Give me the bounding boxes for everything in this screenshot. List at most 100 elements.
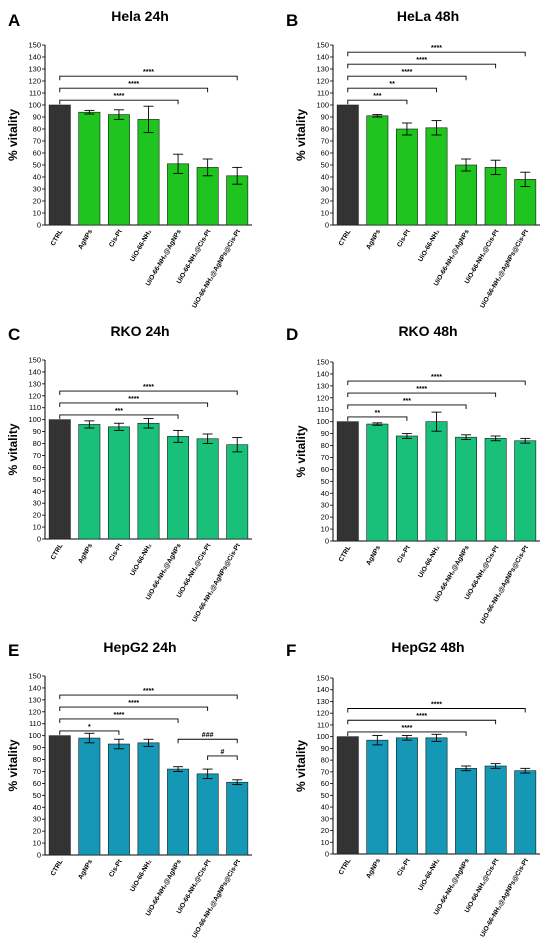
- panel-f: F HepG2 48h % vitality 0 10 20 30 40 50 60 70 80 90 1…: [286, 639, 540, 938]
- x-tick-label: Cis-Pt: [108, 542, 124, 563]
- panel-label: A: [8, 11, 20, 30]
- y-tick-label: 0: [37, 221, 41, 230]
- panel-label: C: [8, 325, 20, 344]
- bar: [366, 739, 389, 855]
- x-tick-label: CTRL: [50, 543, 65, 562]
- y-tick-label: 100: [316, 732, 329, 741]
- significance-label: ***: [115, 408, 123, 415]
- y-tick-label: 150: [316, 41, 329, 50]
- significance-label: ****: [113, 712, 124, 719]
- y-tick-label: 60: [321, 149, 329, 158]
- y-tick-label: 10: [33, 523, 41, 532]
- y-tick-label: 120: [28, 77, 41, 86]
- bar: [167, 768, 190, 856]
- significance-label: ****: [431, 374, 442, 381]
- y-tick-label: 70: [321, 453, 329, 462]
- x-tick-label: AgNPs: [365, 544, 382, 567]
- chart-title: HeLa 48h: [397, 8, 459, 24]
- x-tick-label: Cis-Pt: [108, 858, 124, 879]
- bar: [137, 119, 160, 226]
- significance-label: **: [375, 410, 381, 417]
- bar: [395, 435, 418, 542]
- y-tick-label: 0: [325, 850, 329, 859]
- y-tick-label: 50: [321, 477, 329, 486]
- y-tick-label: 150: [28, 356, 41, 365]
- bar: [366, 423, 389, 542]
- y-tick-label: 110: [317, 720, 329, 729]
- y-tick-label: 10: [33, 839, 41, 848]
- y-tick-label: 40: [321, 489, 329, 498]
- significance-bracket: [59, 718, 179, 723]
- significance-label: ****: [143, 384, 154, 391]
- bar: [78, 737, 101, 856]
- y-tick-label: 40: [33, 487, 41, 496]
- y-tick-label: 80: [321, 441, 329, 450]
- y-tick-label: 30: [33, 185, 41, 194]
- panel-label: E: [8, 641, 19, 660]
- y-tick-label: 0: [325, 537, 329, 546]
- significance-bracket: [347, 75, 467, 81]
- y-tick-label: 80: [33, 125, 41, 134]
- y-tick-label: 20: [321, 513, 329, 522]
- y-tick-label: 140: [316, 369, 329, 378]
- y-tick-label: 60: [33, 779, 41, 788]
- significance-label: ***: [373, 93, 381, 100]
- y-tick-label: 30: [33, 815, 41, 824]
- y-axis-label: % vitality: [294, 740, 308, 792]
- y-tick-label: 10: [321, 838, 329, 847]
- x-tick-label: CTRL: [338, 858, 353, 877]
- x-tick-label: UiO-66-NH₂: [129, 228, 153, 263]
- bar: [196, 438, 219, 540]
- x-tick-label: CTRL: [50, 859, 65, 878]
- y-tick-label: 110: [29, 89, 41, 98]
- y-tick-label: 20: [33, 197, 41, 206]
- bar: [425, 421, 448, 542]
- significance-label: ****: [128, 81, 139, 88]
- panel-a: A Hela 24h % vitality 0 10 20 30 40 50 60 70 80 90 10…: [6, 8, 252, 309]
- y-tick-label: 50: [33, 475, 41, 484]
- bar: [48, 419, 71, 540]
- bar: [455, 436, 478, 542]
- y-tick-label: 50: [321, 161, 329, 170]
- y-tick-label: 30: [321, 185, 329, 194]
- chart-title: HepG2 48h: [391, 639, 464, 655]
- significance-label: ###: [202, 732, 214, 739]
- bar: [484, 765, 507, 855]
- bar: [48, 735, 71, 856]
- y-tick-label: 140: [28, 683, 41, 692]
- y-tick-label: 110: [317, 89, 329, 98]
- bar: [395, 128, 418, 226]
- panel-b: B HeLa 48h % vitality 0 10 20 30 40 50 60 70 80 90 10…: [286, 8, 540, 309]
- significance-bracket: [347, 719, 497, 725]
- bar: [107, 426, 130, 540]
- bar: [514, 770, 537, 855]
- y-tick-label: 90: [33, 743, 41, 752]
- y-tick-label: 90: [321, 113, 329, 122]
- significance-label: ****: [431, 45, 442, 52]
- significance-bracket: [59, 706, 209, 712]
- chart-title: RKO 24h: [110, 323, 169, 339]
- y-tick-label: 100: [28, 101, 41, 110]
- bar: [107, 114, 130, 226]
- y-tick-label: 110: [29, 719, 41, 728]
- bar: [336, 104, 359, 226]
- bar: [196, 773, 219, 856]
- significance-label: ****: [431, 702, 442, 709]
- y-tick-label: 100: [316, 101, 329, 110]
- y-tick-label: 130: [316, 697, 329, 706]
- significance-label: ****: [128, 700, 139, 707]
- chart-title: RKO 48h: [398, 323, 457, 339]
- bar: [484, 438, 507, 542]
- significance-bracket: [59, 402, 209, 407]
- y-tick-label: 10: [321, 525, 329, 534]
- bar: [425, 127, 448, 226]
- significance-label: ****: [128, 396, 139, 403]
- y-tick-label: 150: [28, 41, 41, 50]
- y-tick-label: 150: [316, 358, 329, 367]
- bar: [137, 742, 160, 856]
- y-axis-label: % vitality: [294, 425, 308, 477]
- panel-e: E HepG2 24h % vitality 0 10 20 30 40 50 60 70 80 90 1…: [6, 639, 252, 939]
- y-tick-label: 70: [321, 767, 329, 776]
- significance-label: ****: [143, 69, 154, 76]
- significance-bracket: [59, 730, 120, 735]
